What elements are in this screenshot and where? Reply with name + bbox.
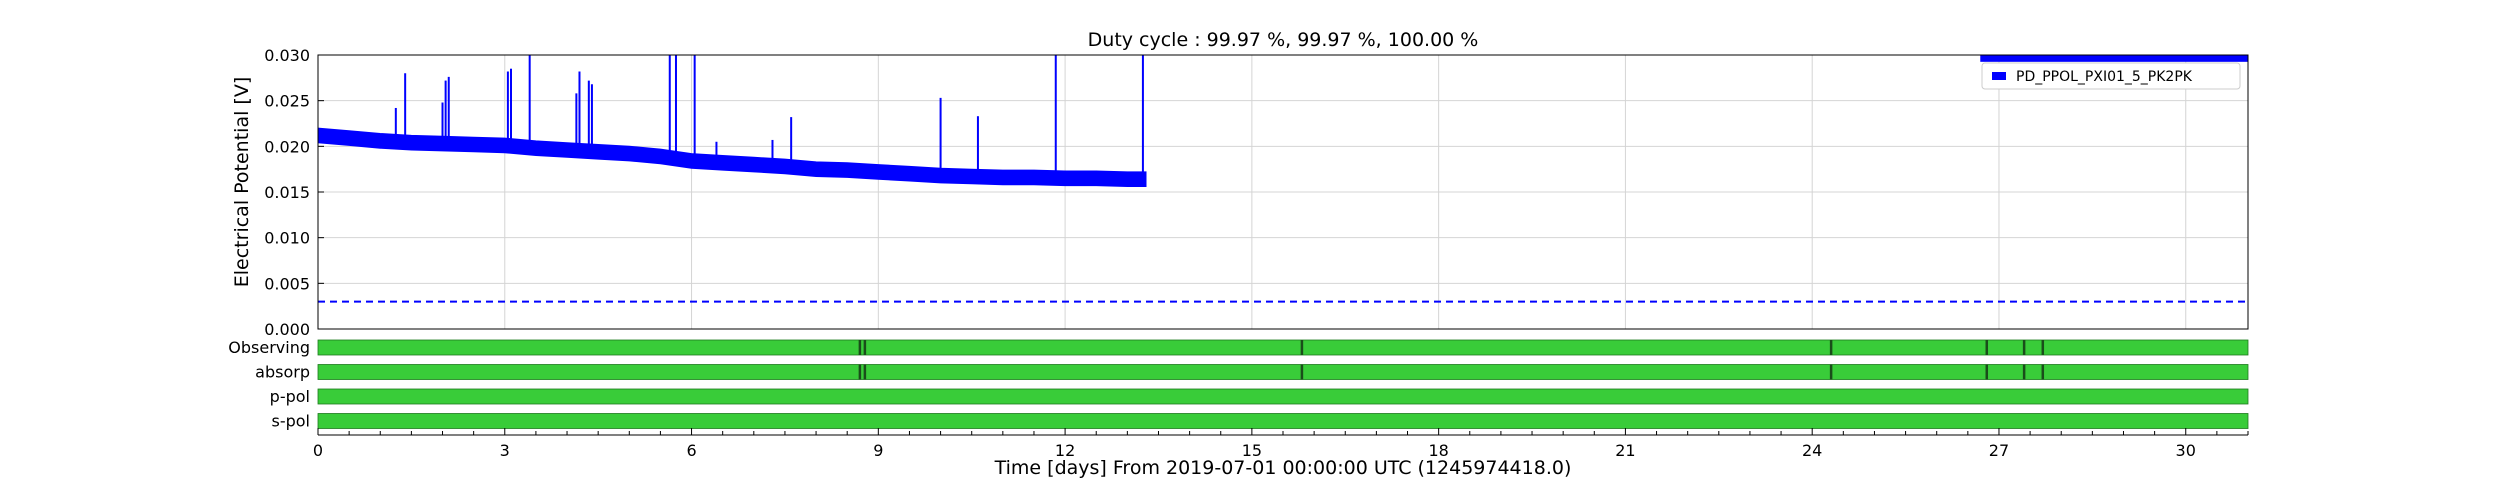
state-bar-gap (863, 340, 867, 355)
x-tick-label: 12 (1055, 441, 1075, 460)
state-bar-label: s-pol (272, 412, 311, 431)
x-tick-label: 27 (1989, 441, 2009, 460)
state-bar-gap (2022, 364, 2026, 380)
plot-area: 0.000 0.005 0.010 0.015 0.020 0.025 0.030 (264, 46, 2249, 339)
state-bar-gap (1985, 340, 1989, 355)
y-tick-label: 0.005 (264, 274, 310, 293)
state-bar-label: p-pol (270, 387, 310, 406)
state-bar-gap (858, 340, 862, 355)
series-late-segment (1980, 55, 2248, 62)
state-bar-gap (1300, 364, 1304, 380)
y-tick-label: 0.020 (264, 137, 310, 156)
state-bar-gap (863, 364, 867, 380)
series-line (318, 134, 1146, 181)
state-bar-label: Observing (228, 338, 310, 357)
state-bar (317, 364, 2249, 380)
state-bar (317, 339, 2249, 356)
state-bar-gap (1829, 364, 1833, 380)
x-tick-label: 6 (686, 441, 696, 460)
state-bar (317, 388, 2249, 405)
state-bar-gap (2022, 340, 2026, 355)
y-tick-label: 0.030 (264, 46, 310, 65)
x-tick-label: 0 (313, 441, 323, 460)
state-bar-gap (2041, 364, 2045, 380)
y-tick-label: 0.025 (264, 92, 310, 111)
state-bar-gap (858, 364, 862, 380)
y-tick-label: 0.015 (264, 183, 310, 202)
x-tick-label: 18 (1428, 441, 1448, 460)
x-tick-label: 24 (1802, 441, 1822, 460)
y-axis-title: Electrical Potential [V] (231, 77, 253, 287)
state-bar (317, 413, 2249, 429)
x-tick-label: 9 (873, 441, 883, 460)
x-tick-label: 3 (500, 441, 510, 460)
series-band (318, 127, 1147, 187)
state-bar-label: absorp (255, 363, 310, 382)
legend: PD_PPOL_PXI01_5_PK2PK (1981, 62, 2241, 90)
legend-box (1981, 62, 2241, 90)
state-bar-gap (2041, 340, 2045, 355)
y-tick-label: 0.000 (264, 320, 310, 339)
legend-label: PD_PPOL_PXI01_5_PK2PK (2016, 69, 2193, 85)
state-bar-gap (1829, 340, 1833, 355)
x-axis-title: Time [days] From 2019-07-01 00:00:00 UTC… (994, 457, 1572, 479)
x-tick-label: 15 (1242, 441, 1262, 460)
legend-swatch (1992, 72, 2006, 80)
state-bar-gap (1300, 340, 1304, 355)
y-tick-label: 0.010 (264, 229, 310, 248)
chart-title: Duty cycle : 99.97 %, 99.97 %, 100.00 % (1088, 29, 1479, 51)
state-bar-gap (1985, 364, 1989, 380)
x-tick-label: 30 (2176, 441, 2196, 460)
series-group (318, 55, 2248, 187)
x-tick-label: 21 (1615, 441, 1635, 460)
